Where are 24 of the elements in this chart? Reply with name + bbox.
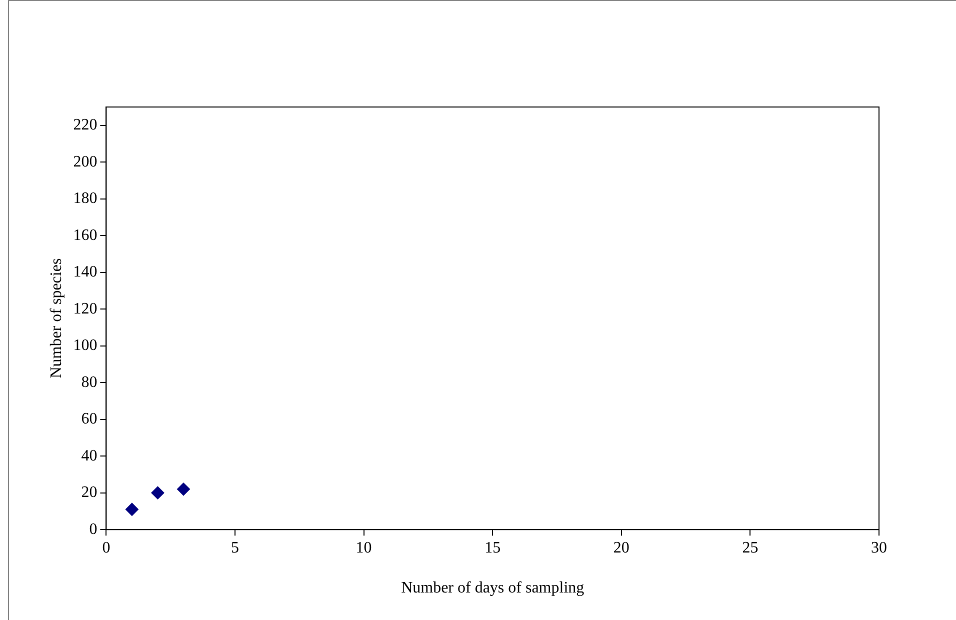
point [151, 486, 164, 500]
x-tick-label: 25 [742, 539, 758, 556]
x-axis-title: Number of days of sampling [401, 580, 584, 597]
y-tick-label: 80 [81, 374, 98, 391]
y-axis-title: Number of species [48, 258, 65, 378]
y-tick-label: 120 [73, 300, 98, 318]
y-tick-label: 180 [73, 190, 98, 208]
x-tick-label: 0 [102, 539, 110, 556]
y-tick-label: 0 [89, 520, 98, 538]
x-tick-label: 30 [871, 539, 887, 556]
y-tick-label: 40 [81, 447, 98, 464]
y-tick-label: 20 [81, 484, 98, 502]
x-tick-label: 20 [613, 539, 630, 556]
y-tick-label: 140 [73, 264, 98, 281]
y-tick-label: 200 [73, 153, 98, 170]
x-tick-label: 5 [231, 539, 239, 556]
x-tick-label: 10 [356, 539, 372, 556]
point [176, 482, 190, 496]
y-tick-label: 160 [73, 226, 98, 244]
y-tick-label: 100 [73, 337, 98, 354]
y-tick-label: 220 [73, 116, 98, 134]
point [125, 502, 138, 516]
y-tick-label: 60 [81, 410, 98, 428]
x-tick-label: 15 [484, 539, 501, 556]
